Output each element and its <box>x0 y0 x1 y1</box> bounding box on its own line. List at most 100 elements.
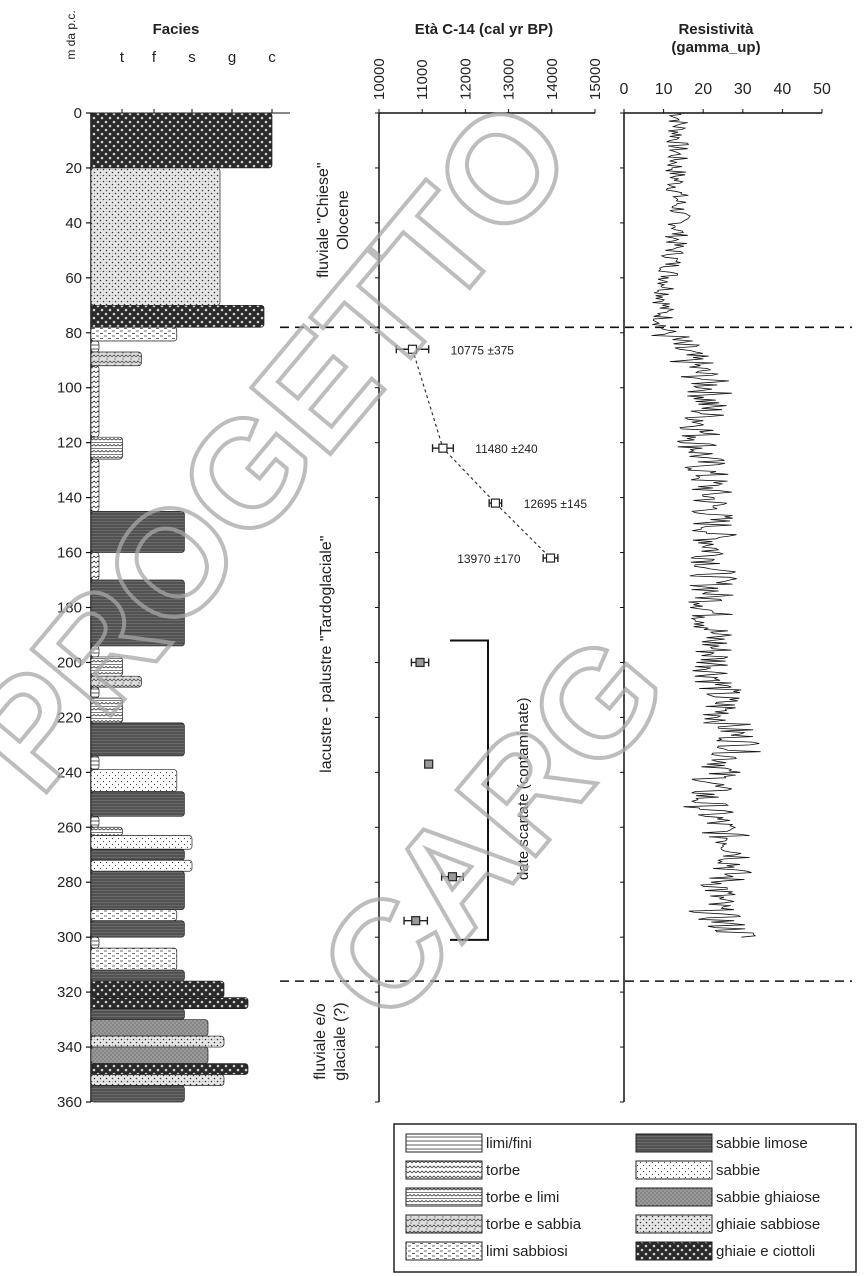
facies-column <box>90 112 273 1103</box>
legend-swatch <box>635 1214 713 1234</box>
age-title: Età C-14 (cal yr BP) <box>415 21 553 38</box>
dated-sample-label: 12695 ±145 <box>524 497 588 511</box>
unit-label-lateglacial: lacustre - palustre "Tardoglaciale" <box>318 536 335 773</box>
legend-label: sabbie <box>716 1162 760 1179</box>
watermark-word-2: CARG <box>286 604 699 1050</box>
grain-category-label: c <box>268 49 276 66</box>
facies-bar <box>90 365 100 438</box>
legend-swatch <box>405 1214 483 1234</box>
facies-bar <box>90 579 185 647</box>
unit-label-glacial: fluviale e/o <box>312 1003 329 1080</box>
dated-sample-point <box>490 498 501 508</box>
legend-swatch <box>405 1133 483 1153</box>
dated-sample-point <box>545 553 556 563</box>
depth-tick-label: 300 <box>57 929 82 946</box>
dated-sample-label: 13970 ±170 <box>457 552 521 566</box>
facies-bar <box>90 980 225 998</box>
res-tick-label: 50 <box>813 81 831 98</box>
depth-tick-label: 320 <box>57 984 82 1001</box>
facies-bar <box>90 351 142 367</box>
facies-bar <box>90 1019 209 1037</box>
legend-label: limi/fini <box>486 1135 532 1152</box>
depth-tick-label: 340 <box>57 1039 82 1056</box>
grain-category-label: s <box>188 49 196 66</box>
grain-category-label: t <box>120 49 125 66</box>
legend-swatch <box>405 1160 483 1180</box>
resistivity-subtitle: (gamma_up) <box>671 39 760 56</box>
depth-axis-title: m da p.c. <box>64 10 78 59</box>
age-tick-label: 12000 <box>457 58 474 100</box>
dated-sample-label: 11480 ±240 <box>475 442 538 456</box>
facies-bar <box>90 1035 225 1048</box>
age-trend-line <box>411 349 551 559</box>
depth-tick-label: 120 <box>57 435 82 452</box>
dated-sample-label: 10775 ±375 <box>451 343 515 357</box>
grain-category-label: f <box>152 49 157 66</box>
facies-bar <box>90 835 193 850</box>
discarded-bracket-label: date scartate (contaminate) <box>515 698 532 881</box>
depth-tick-label: 240 <box>57 764 82 781</box>
age-tick-label: 10000 <box>371 58 388 100</box>
legend-swatch <box>635 1241 713 1261</box>
facies-bar <box>90 722 185 757</box>
legend-label: torbe <box>486 1162 520 1179</box>
resistivity-log <box>651 112 761 938</box>
facies-bar <box>90 1085 185 1103</box>
facies-bar <box>90 326 178 342</box>
facies-bar <box>90 920 185 938</box>
depth-tick-label: 180 <box>57 600 82 617</box>
res-tick-label: 30 <box>734 81 752 98</box>
depth-tick-label: 260 <box>57 819 82 836</box>
depth-tick-label: 160 <box>57 545 82 562</box>
facies-bar <box>90 791 185 817</box>
depth-tick-label: 100 <box>57 380 82 397</box>
age-tick-label: 11000 <box>414 59 431 100</box>
depth-tick-label: 360 <box>57 1094 82 1111</box>
facies-bar <box>90 947 178 971</box>
legend-label: sabbie limose <box>716 1135 808 1152</box>
age-tick-label: 13000 <box>501 58 518 100</box>
legend-label: ghiaie e ciottoli <box>716 1243 815 1260</box>
facies-bar <box>90 859 193 872</box>
depth-tick-label: 40 <box>65 215 82 232</box>
depth-tick-label: 220 <box>57 709 82 726</box>
facies-bar <box>90 815 100 828</box>
legend-label: torbe e sabbia <box>486 1216 582 1233</box>
facies-bar <box>90 675 142 688</box>
depth-tick-label: 80 <box>65 325 82 342</box>
facies-bar <box>90 909 178 922</box>
facies-bar <box>90 1063 249 1075</box>
discarded-sample-point <box>424 759 434 769</box>
depth-tick-label: 280 <box>57 874 82 891</box>
unit-label-holocene: fluviale "Chiese" <box>315 162 332 277</box>
discarded-sample-point <box>411 916 421 926</box>
discarded-sample-point <box>447 872 458 882</box>
dated-sample-point <box>407 344 418 354</box>
depth-tick-label: 200 <box>57 654 82 671</box>
facies-bar <box>90 969 185 982</box>
res-tick-label: 40 <box>774 81 792 98</box>
res-tick-label: 10 <box>655 81 673 98</box>
facies-bar <box>90 436 123 460</box>
unit-boundaries <box>280 326 852 982</box>
facies-bar <box>90 997 249 1009</box>
legend-label: limi sabbiosi <box>486 1243 568 1260</box>
legend-swatch <box>635 1133 713 1153</box>
depth-tick-label: 0 <box>74 105 82 122</box>
age-panel: 10000 11000 12000 13000 14000 15000 10775 ±375… <box>371 58 604 1103</box>
legend-label: torbe e limi <box>486 1189 559 1206</box>
depth-tick-label: 140 <box>57 490 82 507</box>
legend-swatch <box>405 1241 483 1261</box>
facies-bar <box>90 870 185 911</box>
facies-bar <box>90 510 185 553</box>
legend-swatch <box>405 1187 483 1207</box>
facies-bar <box>90 112 273 169</box>
facies-bar <box>90 304 265 328</box>
resistivity-panel: 0 10 20 30 40 50 <box>620 81 831 1103</box>
depth-tick-label: 60 <box>65 270 82 287</box>
discarded-bracket <box>450 639 489 941</box>
facies-bar <box>90 1046 209 1064</box>
facies-title: Facies <box>153 21 200 38</box>
legend-label: sabbie ghiaiose <box>716 1189 820 1206</box>
